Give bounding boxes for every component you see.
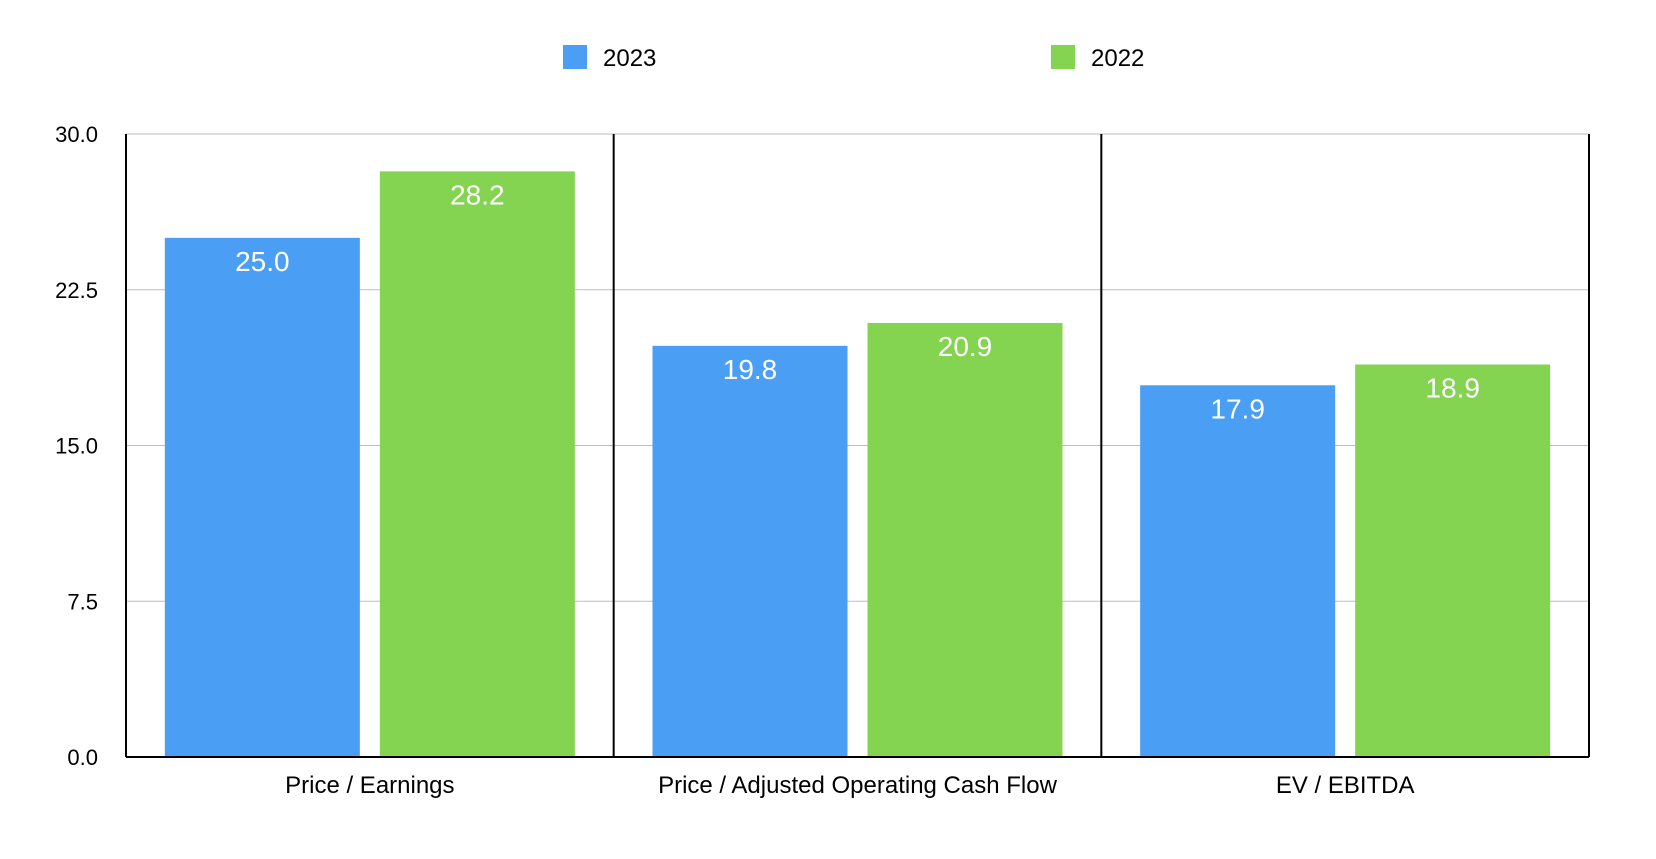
x-category-label: Price / Earnings bbox=[285, 772, 454, 799]
bar-2023-3 bbox=[1140, 385, 1336, 757]
data-label: 17.9 bbox=[1210, 393, 1265, 424]
legend: 2023 2022 bbox=[563, 45, 1144, 72]
bar-2023-1 bbox=[164, 237, 360, 758]
axes bbox=[125, 134, 1590, 758]
legend-swatch-2023 bbox=[563, 45, 587, 69]
grid-lines bbox=[126, 133, 1589, 602]
y-tick-label: 0.0 bbox=[67, 745, 98, 770]
y-tick-label: 15.0 bbox=[55, 434, 98, 459]
y-tick-label: 30.0 bbox=[55, 122, 98, 147]
bar-2022-1 bbox=[379, 171, 575, 757]
labels: 0.0 7.5 15.0 22.5 30.0 25.0 28.2 Price / Earnin… bbox=[55, 122, 1480, 799]
bar-2022-3 bbox=[1355, 364, 1551, 757]
data-label: 28.2 bbox=[450, 179, 505, 210]
x-category-label: Price / Adjusted Operating Cash Flow bbox=[658, 772, 1058, 799]
legend-label-2022: 2022 bbox=[1091, 45, 1144, 72]
bar-2023-2 bbox=[652, 345, 848, 757]
data-label: 18.9 bbox=[1425, 373, 1480, 404]
x-category-label: EV / EBITDA bbox=[1276, 772, 1415, 799]
y-tick-label: 7.5 bbox=[67, 589, 98, 614]
data-label: 20.9 bbox=[938, 331, 993, 362]
data-label: 25.0 bbox=[235, 246, 290, 277]
legend-label-2023: 2023 bbox=[603, 45, 656, 72]
legend-swatch-2022 bbox=[1051, 45, 1075, 69]
bars bbox=[164, 171, 1551, 758]
data-label: 19.8 bbox=[723, 354, 778, 385]
bar-2022-2 bbox=[867, 322, 1063, 757]
y-tick-label: 22.5 bbox=[55, 278, 98, 303]
